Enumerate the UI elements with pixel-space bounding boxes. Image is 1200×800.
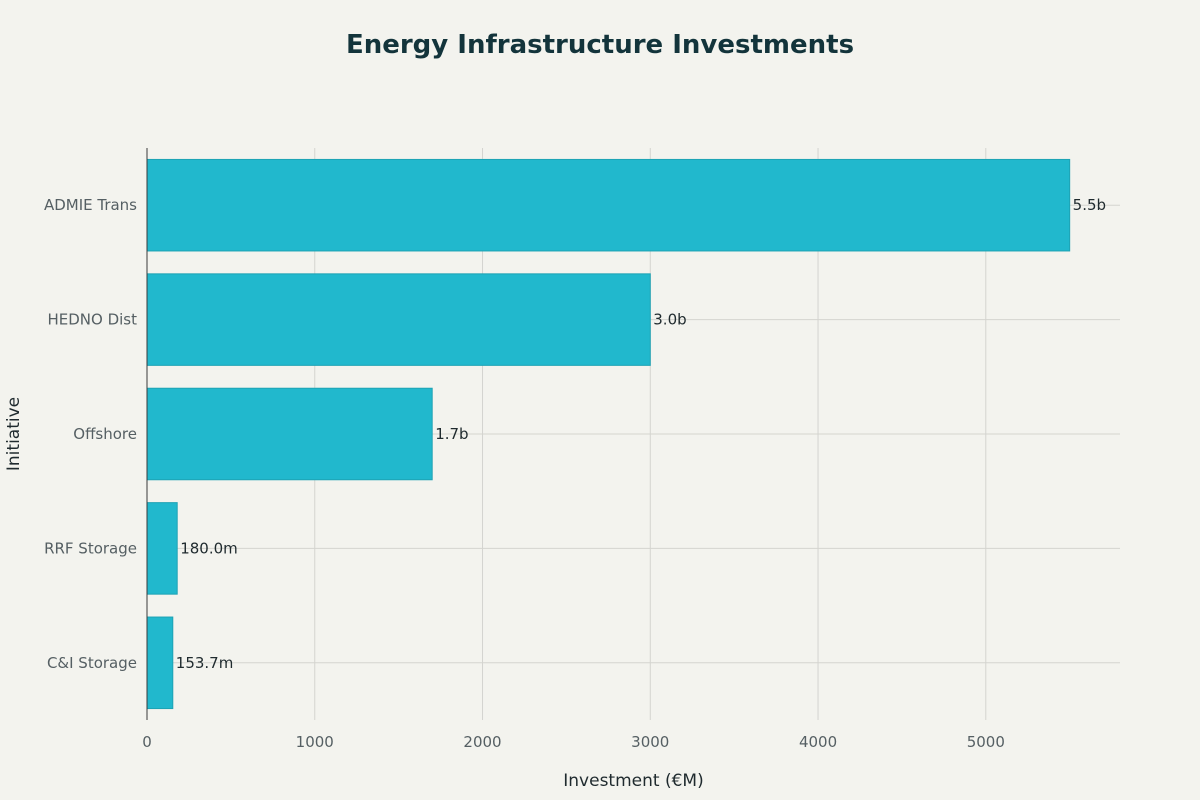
y-axis-title: Initiative — [4, 397, 24, 471]
bar-1 — [146, 273, 651, 366]
bar-0 — [146, 158, 1071, 252]
x-tick-label: 1000 — [296, 733, 334, 751]
x-tick-label: 3000 — [631, 733, 669, 751]
y-tick-label: C&I Storage — [47, 654, 137, 672]
x-tick-label: 2000 — [463, 733, 501, 751]
x-tick-label: 0 — [142, 733, 152, 751]
chart-title: Energy Infrastructure Investments — [345, 30, 855, 60]
y-tick-label: HEDNO Dist — [47, 311, 137, 329]
data-label: 5.5b — [1073, 196, 1106, 214]
x-tick-label: 4000 — [799, 733, 837, 751]
bars — [146, 158, 1071, 710]
bar-2 — [146, 387, 433, 481]
x-axis-title: Investment (€M) — [563, 771, 703, 791]
bar-4 — [146, 616, 174, 710]
data-label: 3.0b — [653, 311, 686, 329]
y-tick-label: RRF Storage — [44, 539, 137, 557]
data-label: 1.7b — [435, 425, 468, 443]
y-tick-labels: ADMIE Trans HEDNO Dist Offshore RRF Storage… — [44, 196, 137, 672]
bar-3 — [146, 502, 178, 595]
y-tick-label: ADMIE Trans — [44, 196, 137, 214]
data-label: 180.0m — [180, 539, 238, 557]
x-tick-label: 5000 — [967, 733, 1005, 751]
data-labels: 5.5b 3.0b 1.7b 180.0m 153.7m — [176, 196, 1106, 672]
y-tick-label: Offshore — [73, 425, 137, 443]
x-tick-labels: 0 1000 2000 3000 4000 5000 — [142, 733, 1005, 751]
data-label: 153.7m — [176, 654, 234, 672]
